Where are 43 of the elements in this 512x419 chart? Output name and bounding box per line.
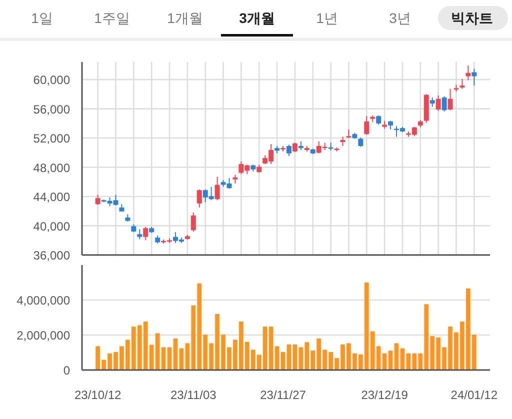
candlestick <box>95 194 100 206</box>
x-tick-label: 23/11/27 <box>260 388 306 402</box>
x-tick-label: 23/10/12 <box>74 388 122 402</box>
bar <box>173 338 178 370</box>
candlestick <box>472 68 477 86</box>
x-tick-label: 23/11/03 <box>170 388 217 402</box>
candlestick <box>442 96 447 112</box>
candlestick <box>196 188 202 208</box>
y-tick-label: 4,000,000 <box>16 294 70 308</box>
text: 1주일 <box>94 10 130 26</box>
y-tick-label: 40,000 <box>33 219 70 234</box>
y-tick-label: 52,000 <box>33 132 70 146</box>
y-tick-label: 48,000 <box>33 160 70 175</box>
text: 1개월 <box>167 10 203 26</box>
candlestick <box>466 65 471 81</box>
candlestick <box>214 176 220 201</box>
y-tick-label: 0 <box>63 364 70 378</box>
text: 1일 <box>31 10 53 26</box>
y-tick-label: 60,000 <box>33 73 70 88</box>
candlestick <box>436 94 441 112</box>
y-tick-label: 44,000 <box>33 190 70 204</box>
candlestick <box>143 226 148 241</box>
y-tick-label: 56,000 <box>33 102 70 116</box>
text: 3년 <box>389 10 411 26</box>
candlestick <box>364 116 370 136</box>
candlestick <box>286 144 292 157</box>
candlestick <box>376 114 382 126</box>
candlestick <box>340 136 346 146</box>
bar <box>394 343 399 370</box>
candlestick <box>448 88 453 111</box>
y-tick-label: 2,000,000 <box>16 328 70 342</box>
text: 1년 <box>316 10 338 26</box>
candlestick <box>460 78 465 90</box>
x-tick-label: 23/12/19 <box>361 388 408 402</box>
text: 3개월 <box>239 10 275 26</box>
y-tick-label: 36,000 <box>33 248 70 262</box>
candlestick <box>358 136 364 148</box>
candlestick <box>292 142 298 153</box>
candlestick <box>430 97 435 108</box>
x-tick-label: 24/01/12 <box>450 388 498 402</box>
candlestick <box>137 228 142 240</box>
text: 빅차트 <box>451 10 493 26</box>
candlestick <box>190 212 196 232</box>
